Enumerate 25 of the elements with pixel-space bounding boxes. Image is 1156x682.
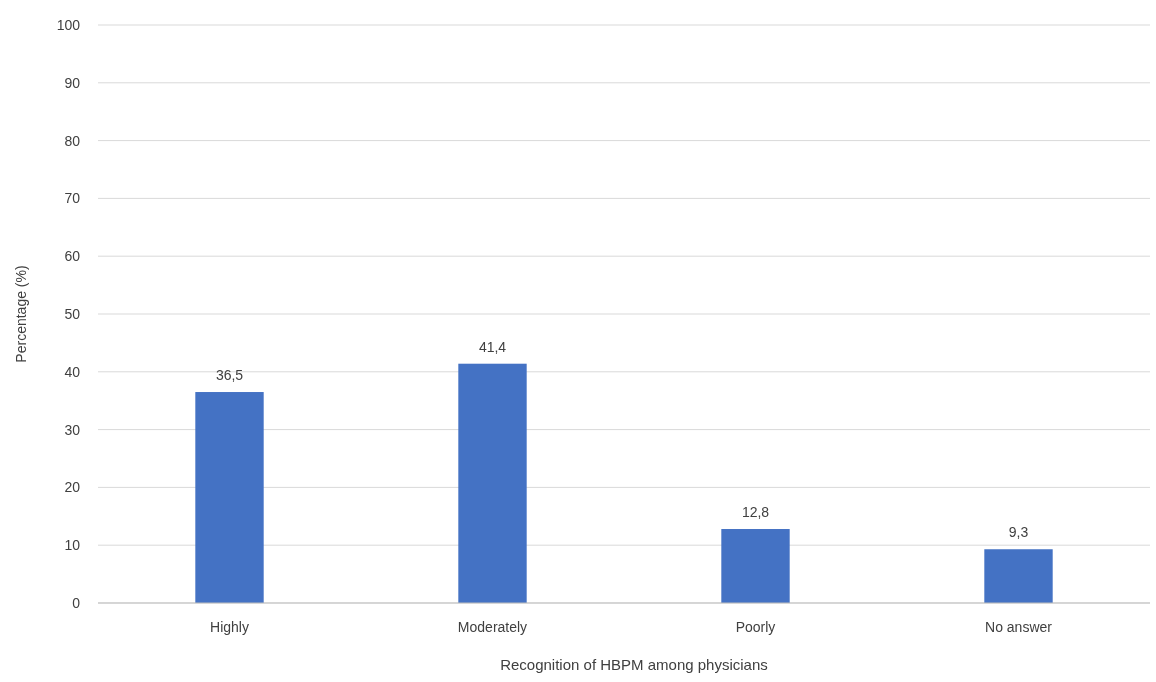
data-label: 41,4	[478, 338, 507, 355]
x-tick-label: No answer	[985, 619, 1053, 635]
data-label: 12,8	[741, 504, 770, 521]
y-axis-title: Percentage (%)	[13, 265, 29, 363]
y-tick-label: 90	[64, 74, 81, 91]
y-tick-label: 70	[64, 190, 81, 207]
y-tick-label: 40	[64, 363, 81, 380]
y-tick-label: 100	[56, 16, 81, 33]
data-label: 9,3	[1008, 524, 1029, 541]
y-tick-label: 10	[64, 537, 81, 554]
x-tick-label: Poorly	[735, 619, 776, 635]
bar	[195, 392, 264, 603]
x-tick-label: Moderately	[457, 619, 528, 635]
y-tick-label: 60	[64, 248, 81, 265]
y-tick-label: 20	[64, 479, 81, 496]
bar	[721, 529, 790, 603]
y-tick-label: 30	[64, 421, 81, 438]
x-tick-label: Highly	[210, 619, 249, 635]
y-tick-label: 50	[64, 305, 81, 322]
y-tick-label: 0	[72, 594, 81, 611]
bar	[458, 363, 527, 603]
data-label: 36,5	[215, 367, 244, 384]
bar	[984, 549, 1053, 603]
x-axis-title: Recognition of HBPM among physicians	[500, 656, 768, 673]
y-tick-label: 80	[64, 132, 81, 149]
